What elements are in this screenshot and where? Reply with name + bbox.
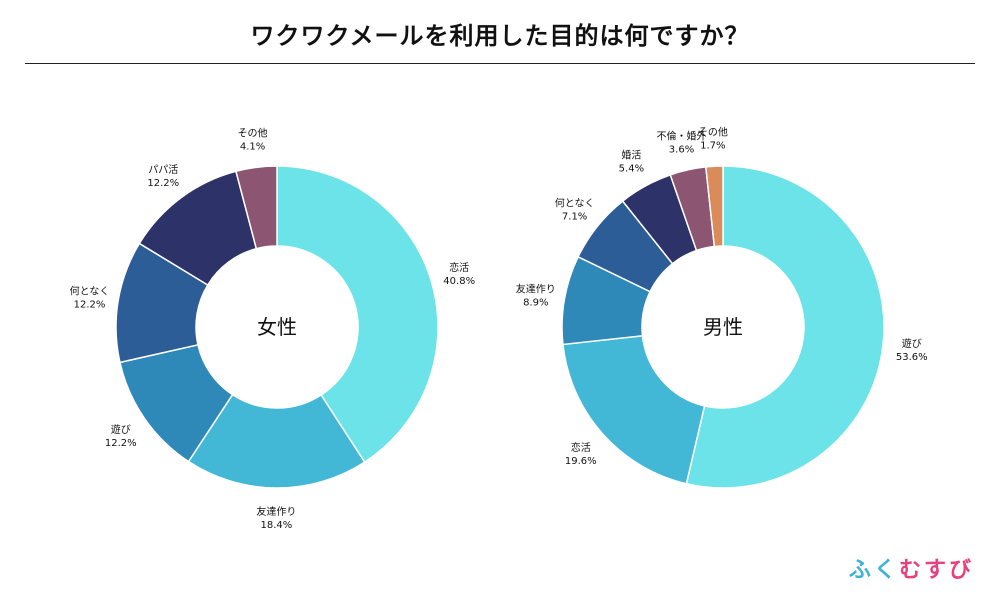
slice-value-label: 40.8% bbox=[443, 276, 475, 287]
male-donut-chart: 遊び 53.6% 恋活 19.6% 友達作り 8.9% 何となく 7.1% 婚活 5.4% 不倫・婚… bbox=[516, 125, 928, 489]
slice-value-label: 3.6% bbox=[669, 145, 694, 156]
slice-value-label: 12.2% bbox=[74, 299, 106, 310]
slice-value-label: 1.7% bbox=[700, 140, 725, 151]
brand-logo-char: す bbox=[923, 558, 949, 583]
brand-logo-char: び bbox=[948, 558, 974, 583]
slice-label: 恋活 bbox=[449, 261, 469, 274]
slice-value-label: 19.6% bbox=[565, 456, 597, 467]
donut-center-label: 男性 bbox=[703, 315, 743, 339]
title-divider bbox=[25, 63, 975, 64]
slice-label: 不倫・婚外 bbox=[657, 130, 707, 143]
slice-label: 遊び bbox=[902, 337, 922, 350]
donut-center-label: 女性 bbox=[257, 315, 297, 339]
slice-label: その他 bbox=[698, 125, 728, 138]
slice-label: 何となく bbox=[70, 284, 110, 297]
slice-value-label: 5.4% bbox=[619, 164, 644, 175]
slice-value-label: 12.2% bbox=[105, 438, 137, 449]
donut-slice bbox=[685, 165, 885, 489]
slice-label: 友達作り bbox=[516, 283, 556, 296]
slice-value-label: 12.2% bbox=[147, 178, 179, 189]
donut-slice bbox=[235, 165, 278, 250]
slice-label: パパ活 bbox=[148, 164, 178, 176]
page-title: ワクワクメールを利用した目的は何ですか？ bbox=[250, 22, 750, 50]
slice-value-label: 8.9% bbox=[523, 298, 548, 309]
brand-logo-char: ふ bbox=[848, 558, 874, 583]
donut-slice bbox=[562, 334, 706, 485]
brand-logo-char: く bbox=[873, 558, 899, 583]
donut-slice bbox=[704, 165, 724, 248]
slice-value-label: 4.1% bbox=[240, 142, 265, 153]
slice-label: その他 bbox=[238, 127, 268, 140]
slice-label: 遊び bbox=[111, 423, 131, 436]
female-donut-chart: 恋活 40.8% 友達作り 18.4% 遊び 12.2% 何となく 12.2% パパ活 12.2%… bbox=[70, 127, 475, 531]
brand-logo: ふくむすび bbox=[849, 552, 974, 584]
donut-slice bbox=[276, 165, 439, 464]
brand-logo-char: む bbox=[898, 558, 924, 583]
slice-label: 友達作り bbox=[256, 505, 296, 518]
slice-value-label: 53.6% bbox=[896, 352, 928, 363]
slice-value-label: 7.1% bbox=[562, 211, 587, 222]
donut-slice bbox=[187, 393, 366, 489]
slice-label: 恋活 bbox=[571, 441, 591, 454]
slice-label: 婚活 bbox=[621, 149, 641, 162]
slice-label: 何となく bbox=[555, 196, 595, 209]
slice-value-label: 18.4% bbox=[261, 520, 293, 531]
